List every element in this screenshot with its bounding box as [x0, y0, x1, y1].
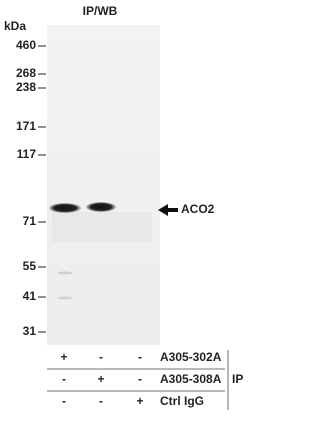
- marker-label: 171: [16, 119, 36, 133]
- marker-label: 268: [16, 66, 36, 80]
- faint-band: [57, 296, 73, 300]
- lane-sign: -: [62, 394, 66, 408]
- lane-sign: +: [97, 372, 104, 386]
- marker-label: 117: [17, 147, 37, 161]
- group-label: IP: [232, 372, 243, 386]
- lane-sign: +: [60, 350, 67, 364]
- marker-label: 31: [23, 324, 37, 338]
- marker-label: 41: [23, 289, 37, 303]
- title: IP/WB: [83, 4, 118, 18]
- faint-band: [57, 271, 73, 275]
- arrow: [158, 204, 178, 216]
- background-smear: [52, 212, 152, 242]
- lane-sign: +: [136, 394, 143, 408]
- marker-label: 55: [23, 259, 37, 273]
- row-label: A305-302A: [160, 350, 222, 364]
- lane-sign: -: [138, 350, 142, 364]
- lane-sign: -: [99, 350, 103, 364]
- marker-label: 460: [16, 38, 36, 52]
- marker-label: 238: [16, 80, 36, 94]
- lane-sign: -: [62, 372, 66, 386]
- unit-label: kDa: [4, 19, 26, 33]
- blot-membrane: [47, 25, 160, 345]
- band: [49, 203, 81, 213]
- row-label: Ctrl IgG: [160, 394, 204, 408]
- marker-label: 71: [23, 214, 37, 228]
- target-label: ACO2: [181, 202, 215, 216]
- lane-sign: -: [99, 394, 103, 408]
- band: [86, 202, 116, 212]
- row-label: A305-308A: [160, 372, 222, 386]
- lane-sign: -: [138, 372, 142, 386]
